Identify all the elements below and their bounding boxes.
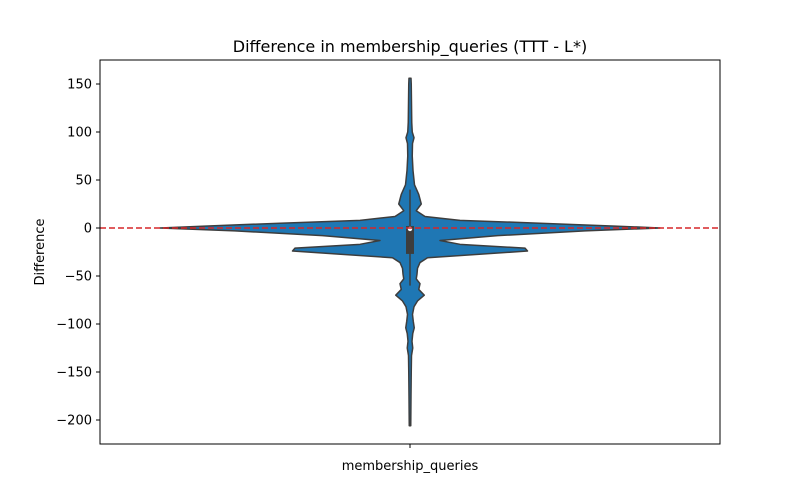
plot-area <box>100 77 720 427</box>
y-axis: 150 100 50 0 −50 −100 −150 −200 <box>56 78 100 429</box>
chart-title: Difference in membership_queries (TTT - … <box>233 37 587 57</box>
violin-iqr-box <box>406 226 414 254</box>
y-tick-label: −50 <box>65 270 92 285</box>
x-tick-label: membership_queries <box>342 459 479 474</box>
y-tick-label: 100 <box>67 126 92 141</box>
y-tick-label: −150 <box>56 366 92 381</box>
x-axis: membership_queries <box>342 444 479 474</box>
y-tick-label: −200 <box>56 414 92 429</box>
y-tick-label: 50 <box>75 174 92 189</box>
y-tick-label: −100 <box>56 318 92 333</box>
y-tick-label: 150 <box>67 78 92 93</box>
y-tick-label: 0 <box>84 222 92 237</box>
y-axis-label: Difference <box>33 218 48 285</box>
